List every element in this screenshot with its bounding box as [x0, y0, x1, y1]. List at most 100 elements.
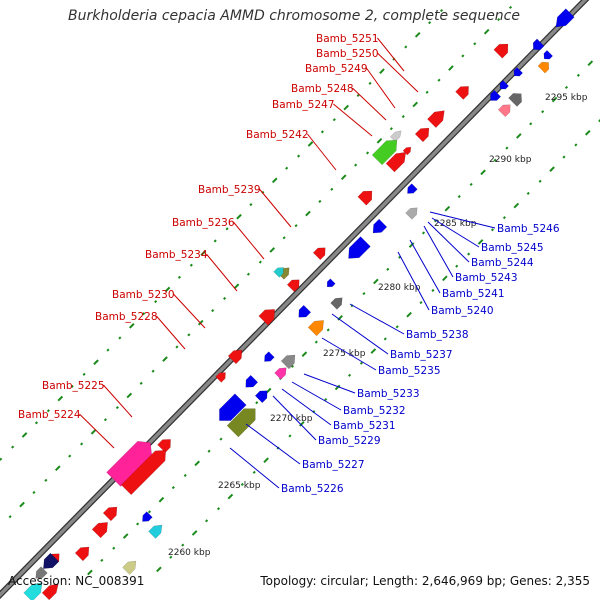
- tick-dot: [412, 101, 419, 108]
- label-leader-line: [307, 133, 337, 171]
- tick-dot: [307, 141, 314, 147]
- upper-gene: [273, 267, 284, 278]
- lower-gene: [35, 566, 48, 579]
- lower-gene: [537, 61, 550, 74]
- tick-dot: [0, 457, 3, 461]
- tick-dot: [177, 275, 181, 279]
- lower-gene: [490, 89, 502, 101]
- tick-dot: [332, 118, 336, 122]
- label-leader-line: [303, 373, 356, 394]
- kbp-tick-label: 2295 kbp: [545, 93, 588, 103]
- tick-dot: [90, 429, 97, 435]
- gene-label: Bamb_5230: [112, 289, 175, 301]
- gene-label: Bamb_5249: [305, 63, 368, 75]
- tick-dot: [297, 154, 301, 158]
- gene-label: Bamb_5245: [481, 242, 544, 254]
- upper-gene: [371, 139, 398, 166]
- gene-label: Bamb_5239: [198, 184, 261, 196]
- tick-dot: [252, 470, 256, 474]
- lower-gene: [280, 354, 296, 370]
- tick-dot: [82, 372, 86, 376]
- tick-dot: [288, 434, 292, 438]
- label-leader-line: [321, 337, 377, 371]
- tick-dot: [211, 309, 215, 313]
- tick-dot: [497, 18, 501, 22]
- tick-dot: [128, 323, 135, 329]
- tick-dot: [171, 486, 175, 490]
- tick-dot: [158, 496, 165, 503]
- tick-dot: [93, 359, 99, 366]
- tick-dot: [439, 9, 444, 13]
- accession-text: Accession: NC_008391: [8, 574, 145, 588]
- label-leader-line: [427, 221, 470, 263]
- tick-dot: [347, 373, 352, 377]
- tick-dot: [213, 239, 217, 243]
- lower-gene: [372, 218, 388, 234]
- tick-dot: [112, 546, 116, 550]
- tick-dot: [191, 530, 198, 536]
- lower-gene: [226, 408, 256, 438]
- tick-dot: [386, 267, 390, 271]
- lower-gene: [245, 374, 259, 388]
- tick-dot: [115, 406, 119, 410]
- kbp-tick-label: 2285 kbp: [434, 219, 477, 229]
- gene-label: Bamb_5242: [246, 129, 309, 141]
- tick-dot: [255, 401, 259, 405]
- kbp-tick-label: 2260 kbp: [168, 548, 211, 558]
- lower-gene: [348, 236, 371, 259]
- tick-dot: [334, 384, 341, 391]
- label-leader-line: [291, 381, 342, 411]
- lower-gene: [508, 93, 522, 107]
- tick-dot: [263, 457, 269, 464]
- tick-dot: [139, 381, 143, 385]
- tick-dot: [587, 60, 594, 66]
- lower-inner-dots: [87, 60, 594, 576]
- tick-dot: [469, 182, 473, 186]
- lower-gene: [264, 351, 275, 362]
- tick-dot: [483, 28, 490, 35]
- tick-dot: [219, 437, 223, 441]
- tick-dot: [541, 110, 545, 114]
- upper-gene: [215, 372, 226, 383]
- label-leader-line: [377, 52, 419, 93]
- upper-gene: [227, 349, 243, 365]
- tick-dot: [379, 68, 385, 75]
- tick-dot: [285, 166, 289, 170]
- tick-dot: [473, 42, 477, 46]
- gene-label: Bamb_5236: [172, 217, 235, 229]
- tick-dot: [194, 460, 200, 467]
- lower-gene: [307, 320, 324, 337]
- tick-dot: [189, 263, 193, 267]
- gene-label: Bamb_5228: [95, 311, 158, 323]
- gene-label: Bamb_5250: [316, 48, 379, 60]
- tick-dot: [106, 348, 110, 352]
- gene-label: Bamb_5246: [497, 223, 560, 235]
- label-leader-line: [272, 395, 317, 441]
- tick-dot: [175, 345, 179, 349]
- label-leader-line: [156, 315, 186, 350]
- tick-dot: [359, 361, 363, 365]
- tick-dot: [564, 85, 569, 89]
- upper-gene: [91, 522, 108, 539]
- tick-dot: [442, 275, 448, 282]
- gene-label: Bamb_5244: [471, 257, 534, 269]
- lower-gene: [142, 511, 153, 522]
- tick-dot: [136, 522, 140, 526]
- tick-dot: [513, 202, 520, 209]
- tick-dot: [216, 507, 221, 511]
- kbp-tick-label: 2280 kbp: [378, 283, 421, 293]
- gene-label: Bamb_5234: [145, 249, 208, 261]
- tick-dot: [414, 32, 421, 38]
- lower-gene: [543, 49, 554, 60]
- tick-dot: [477, 239, 484, 245]
- tick-dot: [461, 54, 465, 58]
- upper-gene: [414, 127, 430, 143]
- gene-label: Bamb_5235: [378, 365, 441, 377]
- label-leader-line: [431, 217, 480, 248]
- tick-dot: [227, 493, 234, 500]
- upper-strand-genes: [23, 43, 509, 600]
- tick-dot: [467, 252, 471, 256]
- tick-dot: [326, 328, 330, 332]
- tick-dot: [164, 286, 171, 293]
